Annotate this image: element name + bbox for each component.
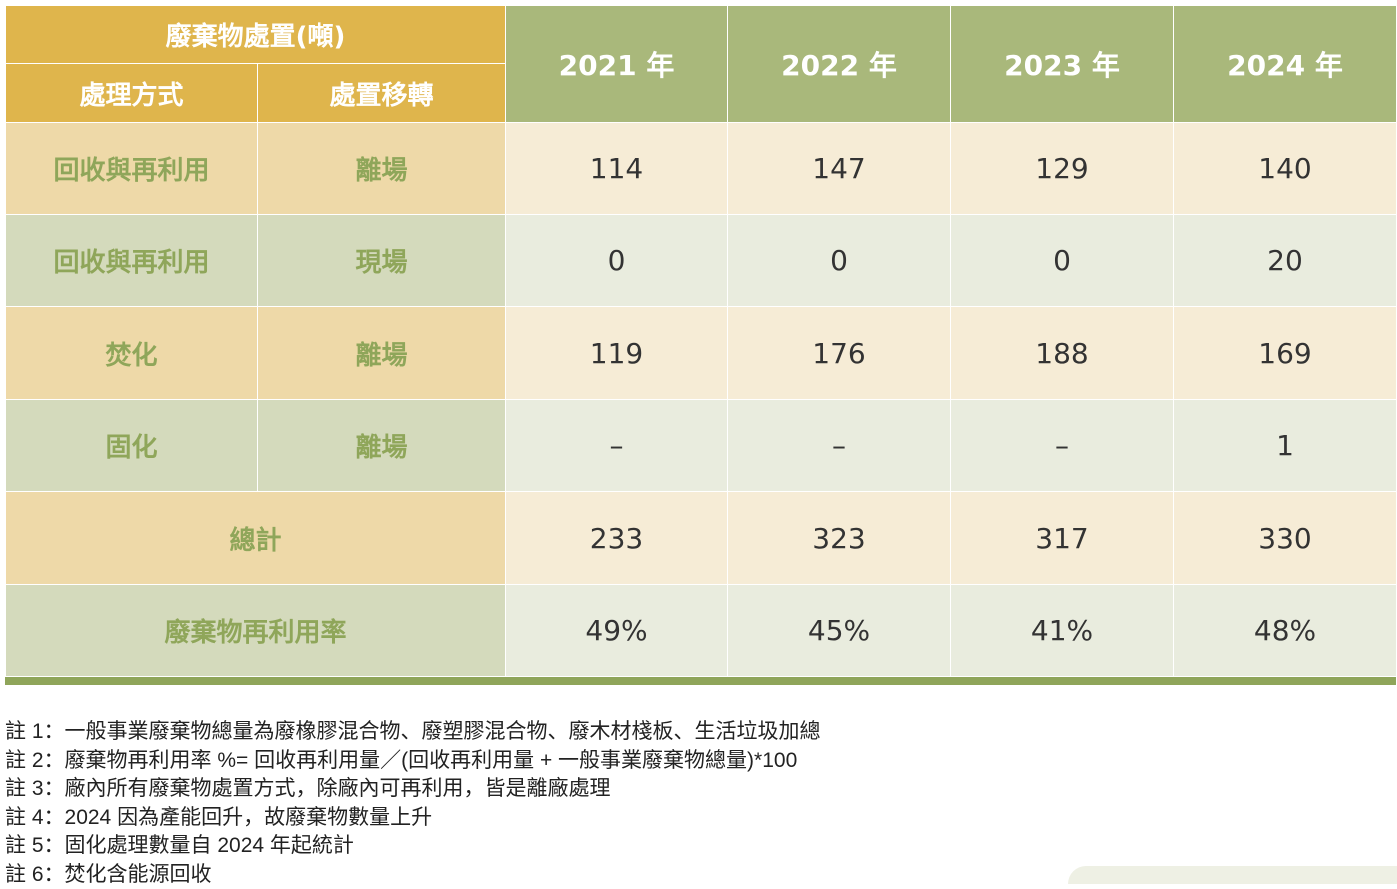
table-bottom-bar xyxy=(5,677,1396,685)
transfer-cell: 離場 xyxy=(258,400,506,492)
value-cell: 41% xyxy=(951,585,1174,677)
method-cell: 固化 xyxy=(6,400,258,492)
value-cell: 169 xyxy=(1174,307,1397,400)
table-row: 固化 離場 – – – 1 xyxy=(6,400,1397,492)
value-cell: 119 xyxy=(506,307,728,400)
note: 註 5：固化處理數量自 2024 年起統計 xyxy=(5,832,821,861)
value-cell: 114 xyxy=(506,123,728,215)
value-cell: 330 xyxy=(1174,492,1397,585)
note: 註 2：廢棄物再利用率 %= 回收再利用量／(回收再利用量 + 一般事業廢棄物總… xyxy=(5,747,821,776)
header-transfer: 處置移轉 xyxy=(258,64,506,123)
note: 註 1：一般事業廢棄物總量為廢橡膠混合物、廢塑膠混合物、廢木材棧板、生活垃圾加總 xyxy=(5,718,821,747)
value-cell: 45% xyxy=(728,585,951,677)
value-cell: 129 xyxy=(951,123,1174,215)
value-cell: 188 xyxy=(951,307,1174,400)
header-year: 2022 年 xyxy=(728,6,951,123)
rate-label: 廢棄物再利用率 xyxy=(6,585,506,677)
transfer-cell: 離場 xyxy=(258,123,506,215)
transfer-cell: 離場 xyxy=(258,307,506,400)
table-row: 焚化 離場 119 176 188 169 xyxy=(6,307,1397,400)
value-cell: 1 xyxy=(1174,400,1397,492)
method-cell: 回收與再利用 xyxy=(6,215,258,307)
header-year: 2021 年 xyxy=(506,6,728,123)
value-cell: 140 xyxy=(1174,123,1397,215)
value-cell: 147 xyxy=(728,123,951,215)
method-cell: 焚化 xyxy=(6,307,258,400)
header-group: 廢棄物處置(噸) xyxy=(6,6,506,64)
value-cell: 49% xyxy=(506,585,728,677)
waste-disposal-table: 廢棄物處置(噸) 2021 年 2022 年 2023 年 2024 年 處理方… xyxy=(5,5,1397,677)
value-cell: 48% xyxy=(1174,585,1397,677)
value-cell: – xyxy=(506,400,728,492)
header-method: 處理方式 xyxy=(6,64,258,123)
notes: 註 1：一般事業廢棄物總量為廢橡膠混合物、廢塑膠混合物、廢木材棧板、生活垃圾加總… xyxy=(5,718,821,889)
table-row: 回收與再利用 現場 0 0 0 20 xyxy=(6,215,1397,307)
value-cell: 0 xyxy=(951,215,1174,307)
header-year: 2023 年 xyxy=(951,6,1174,123)
transfer-cell: 現場 xyxy=(258,215,506,307)
method-cell: 回收與再利用 xyxy=(6,123,258,215)
rate-row: 廢棄物再利用率 49% 45% 41% 48% xyxy=(6,585,1397,677)
note: 註 4：2024 因為產能回升，故廢棄物數量上升 xyxy=(5,804,821,833)
value-cell: 20 xyxy=(1174,215,1397,307)
decorative-shape xyxy=(1068,866,1397,884)
value-cell: 323 xyxy=(728,492,951,585)
total-label: 總計 xyxy=(6,492,506,585)
note: 註 3：廠內所有廢棄物處置方式，除廠內可再利用，皆是離廠處理 xyxy=(5,775,821,804)
header-year: 2024 年 xyxy=(1174,6,1397,123)
value-cell: – xyxy=(728,400,951,492)
value-cell: 0 xyxy=(728,215,951,307)
value-cell: 176 xyxy=(728,307,951,400)
table-row: 回收與再利用 離場 114 147 129 140 xyxy=(6,123,1397,215)
note: 註 6：焚化含能源回收 xyxy=(5,861,821,889)
value-cell: 233 xyxy=(506,492,728,585)
value-cell: 0 xyxy=(506,215,728,307)
value-cell: – xyxy=(951,400,1174,492)
value-cell: 317 xyxy=(951,492,1174,585)
total-row: 總計 233 323 317 330 xyxy=(6,492,1397,585)
